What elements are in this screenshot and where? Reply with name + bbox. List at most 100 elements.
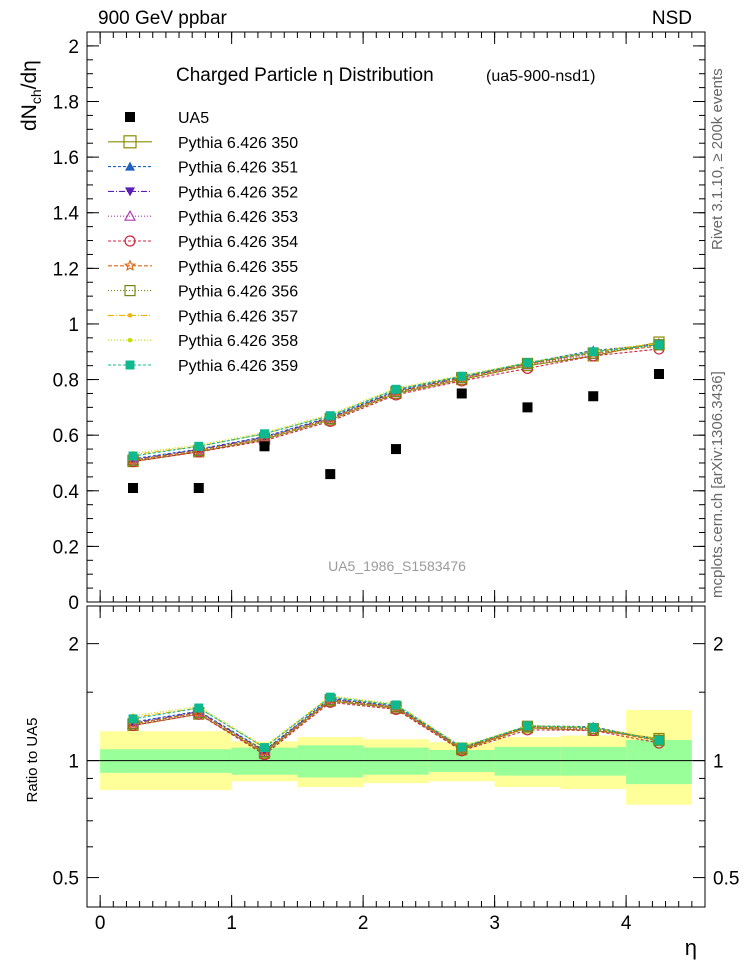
data-point — [325, 469, 336, 480]
series-point — [194, 441, 204, 451]
y-tick-label: 0.8 — [53, 371, 79, 392]
ratio-point — [653, 734, 665, 746]
y-axis-label: dNch/dη — [18, 60, 44, 131]
y-tick-label: 1.2 — [53, 259, 79, 280]
legend-marker — [125, 360, 135, 370]
ratio-point — [654, 735, 664, 745]
series-point — [588, 347, 598, 357]
ratio-frame-border — [86, 605, 706, 908]
main-frame-border — [86, 31, 706, 603]
legend-marker-data — [125, 112, 135, 122]
ratio-series-line — [132, 697, 660, 752]
series-point — [325, 411, 335, 421]
x-tick-label: 1 — [226, 913, 237, 934]
ratio-series-line — [132, 698, 660, 752]
legend-label: Pythia 6.426 359 — [178, 358, 298, 375]
legend-label: Pythia 6.426 355 — [178, 259, 298, 276]
ratio-band-inner — [560, 746, 627, 776]
ratio-band-inner — [297, 745, 364, 778]
y-tick-label: 2 — [68, 37, 79, 58]
legend-label: UA5 — [178, 110, 209, 127]
series-point — [391, 384, 401, 394]
ratio-point — [128, 714, 138, 724]
legend-marker — [123, 135, 137, 149]
data-point — [588, 391, 599, 402]
series-point — [457, 371, 467, 381]
ratio-band-inner — [626, 739, 692, 785]
x-axis-label: η — [685, 935, 697, 960]
series-point — [522, 358, 532, 368]
y-tick-label: 1.4 — [53, 204, 80, 225]
legend-marker — [124, 285, 136, 297]
legend-marker — [127, 313, 133, 318]
x-tick-label: 2 — [358, 913, 369, 934]
chart-subtitle: (ua5-900-nsd1) — [486, 68, 595, 85]
data-point — [128, 483, 139, 493]
series-point — [653, 339, 665, 351]
legend-label: Pythia 6.426 350 — [178, 135, 298, 152]
legend-label: Pythia 6.426 351 — [178, 160, 298, 177]
ratio-band-inner — [363, 747, 429, 775]
data-point — [522, 402, 533, 413]
data-point — [193, 483, 204, 493]
legend-marker — [123, 259, 137, 272]
ratio-point — [194, 703, 204, 713]
legend-label: Pythia 6.426 352 — [178, 184, 298, 201]
ratio-point — [260, 743, 270, 753]
y-tick-label: 1.6 — [53, 148, 79, 169]
y-tick-label: 0.2 — [53, 537, 79, 558]
main-panel: 0 0.2 0.4 0.6 0.8 1 1.2 1.4 1.6 1.8 2 — [53, 31, 706, 614]
series-point — [128, 451, 138, 461]
main-series-layer — [126, 336, 666, 493]
ratio-y-tick-label-right: 1 — [713, 752, 724, 773]
legend-label: Pythia 6.426 357 — [178, 308, 298, 325]
legend-label: Pythia 6.426 356 — [178, 284, 298, 301]
legend-marker — [125, 187, 135, 197]
ratio-point — [457, 742, 467, 752]
ratio-y-tick-label-right: 0.5 — [713, 869, 739, 890]
x-tick-label: 4 — [621, 913, 632, 934]
y-tick-label: 0 — [68, 593, 79, 614]
ratio-y-tick-label: 1 — [68, 752, 79, 773]
series-point — [654, 340, 664, 350]
ratio-series-line — [132, 699, 660, 753]
y-tick-label: 1.8 — [53, 93, 79, 114]
chart-title: Charged Particle η Distribution — [176, 65, 434, 86]
ratio-series-line — [132, 701, 660, 756]
legend-marker — [125, 161, 135, 171]
ratio-series-layer — [126, 692, 666, 761]
data-point — [391, 444, 401, 455]
y-tick-label: 0.6 — [53, 426, 79, 447]
legend-label: Pythia 6.426 353 — [178, 209, 298, 226]
data-point — [456, 388, 467, 399]
legend-marker — [123, 209, 137, 221]
ratio-y-tick-label-right: 2 — [713, 635, 724, 656]
data-point — [653, 369, 664, 379]
ratio-y-tick-label: 2 — [68, 635, 79, 656]
legend-marker — [127, 337, 133, 343]
header-process: NSD — [652, 8, 692, 29]
legend-marker — [124, 235, 136, 247]
legend: UA5 Pythia 6.426 350 Pythia 6.426 351 Pythi… — [108, 110, 298, 375]
x-tick-label: 3 — [489, 913, 500, 934]
analysis-watermark: UA5_1986_S1583476 — [328, 558, 466, 574]
ratio-point — [522, 721, 532, 731]
mcplots-label: mcplots.cern.ch [arXiv:1306.3436] — [709, 371, 726, 598]
y-tick-label: 0.4 — [53, 482, 80, 503]
ratio-panel: 0 1 2 3 4 0.5 0.5 1 1 2 2 — [53, 605, 739, 934]
legend-label: Pythia 6.426 354 — [178, 234, 298, 251]
x-tick-label: 0 — [95, 913, 106, 934]
data-point — [259, 441, 270, 452]
header-beam: 900 GeV ppbar — [98, 8, 228, 29]
y-tick-label: 1 — [68, 315, 79, 336]
ratio-band-inner — [494, 746, 561, 776]
series-point — [260, 429, 270, 439]
ratio-point — [391, 700, 401, 710]
rivet-label: Rivet 3.1.10, ≥ 200k events — [709, 68, 726, 250]
ratio-y-tick-label: 0.5 — [53, 869, 79, 890]
ratio-y-axis-label: Ratio to UA5 — [24, 717, 41, 802]
ratio-point — [588, 723, 598, 733]
legend-label: Pythia 6.426 358 — [178, 333, 298, 350]
ratio-point — [325, 692, 335, 702]
